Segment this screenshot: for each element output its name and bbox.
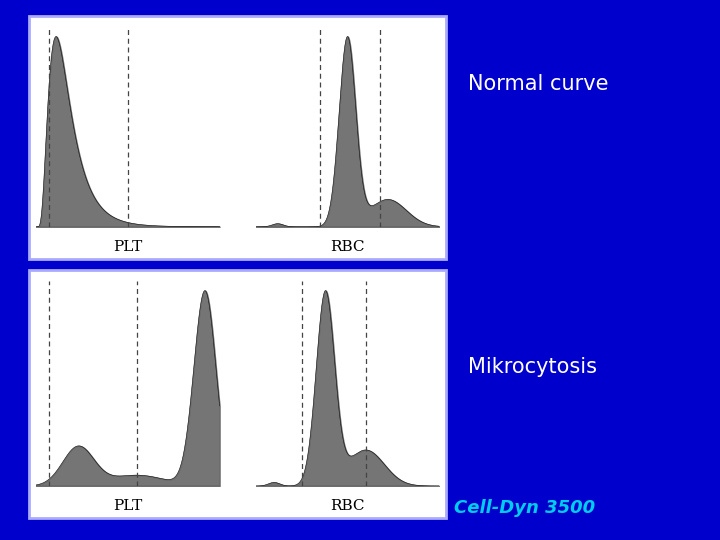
Text: RBC: RBC xyxy=(330,499,364,513)
Text: Normal curve: Normal curve xyxy=(468,73,608,94)
Text: RBC: RBC xyxy=(330,240,364,254)
Text: PLT: PLT xyxy=(113,499,143,513)
Text: Cell-Dyn 3500: Cell-Dyn 3500 xyxy=(454,498,595,517)
Text: PLT: PLT xyxy=(113,240,143,254)
Text: Mikrocytosis: Mikrocytosis xyxy=(468,357,597,377)
